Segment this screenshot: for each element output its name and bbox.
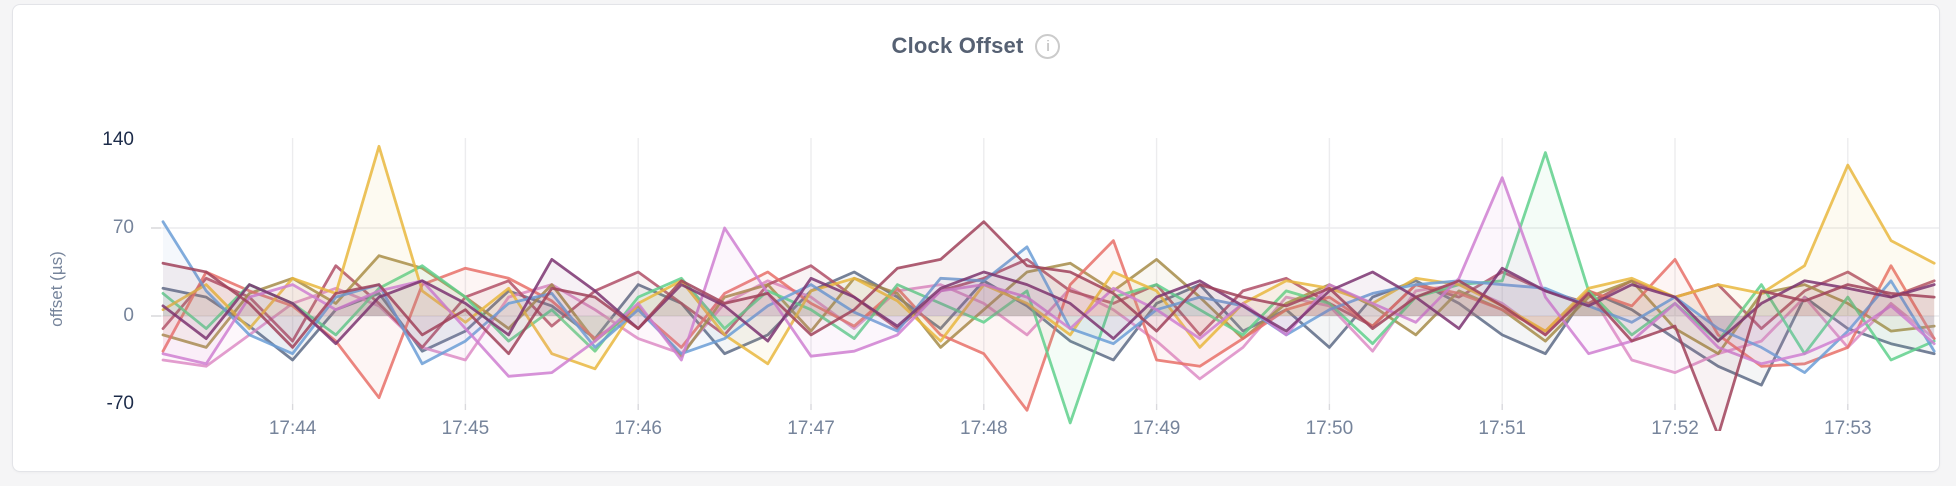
clock-offset-panel: Clock Offset i offset (µs) 140 70 0 -70 17:… bbox=[12, 4, 1940, 472]
y-tick-label: 70 bbox=[112, 217, 134, 238]
y-tick-label: 140 bbox=[102, 129, 134, 150]
series-area bbox=[163, 146, 1935, 369]
x-tick-label: 17:47 bbox=[787, 418, 835, 439]
x-tick-label: 17:44 bbox=[268, 418, 317, 439]
x-tick-label: 17:50 bbox=[1305, 418, 1354, 439]
series-line bbox=[161, 258, 1936, 349]
series-line bbox=[161, 270, 1936, 387]
series-line bbox=[161, 144, 1936, 371]
x-tick-label: 17:49 bbox=[1132, 418, 1181, 439]
series-area bbox=[163, 240, 1935, 411]
clock-offset-chart[interactable] bbox=[151, 101, 1939, 431]
series-area bbox=[163, 152, 1935, 423]
x-tick-label: 17:53 bbox=[1824, 418, 1872, 439]
x-tick-label: 17:51 bbox=[1478, 418, 1526, 439]
series-line bbox=[161, 220, 1936, 431]
x-tick-label: 17:46 bbox=[614, 418, 662, 439]
series-area bbox=[163, 272, 1935, 386]
series-area bbox=[163, 259, 1935, 344]
series-line bbox=[161, 220, 1936, 374]
x-tick-label: 17:48 bbox=[960, 418, 1008, 439]
series-area bbox=[163, 221, 1935, 373]
chart-header: Clock Offset i bbox=[13, 33, 1939, 59]
x-tick-label: 17:52 bbox=[1651, 418, 1699, 439]
series-line bbox=[161, 176, 1936, 378]
series-line bbox=[161, 151, 1936, 425]
series-line bbox=[161, 258, 1936, 346]
info-icon[interactable]: i bbox=[1035, 33, 1061, 59]
chart-canvas bbox=[151, 138, 1939, 431]
chart-title: Clock Offset bbox=[891, 33, 1024, 58]
series-area bbox=[163, 177, 1935, 377]
y-tick-label: 0 bbox=[123, 305, 134, 326]
series-area bbox=[163, 221, 1935, 431]
series-line bbox=[161, 239, 1936, 412]
x-tick-label: 17:45 bbox=[441, 418, 490, 439]
y-tick-label: -70 bbox=[106, 393, 134, 414]
